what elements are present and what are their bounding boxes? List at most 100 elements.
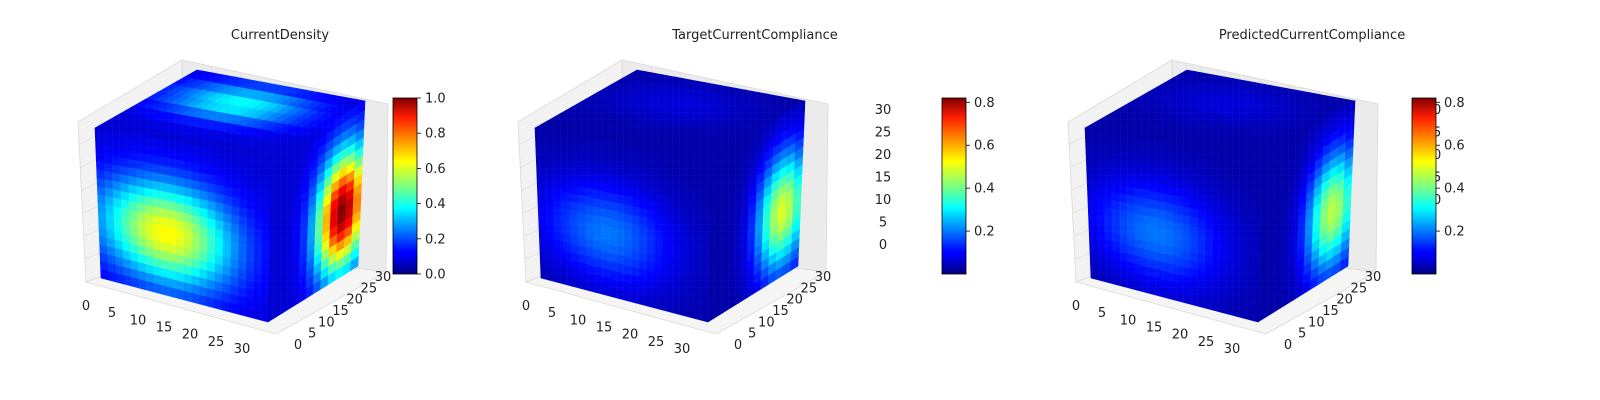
y-tick-label: 30: [815, 270, 832, 285]
y-tick-label: 5: [748, 327, 756, 342]
colorbar-tick-label: 0.8: [974, 96, 995, 111]
z-tick-label: 5: [879, 216, 887, 231]
y-tick-label: 10: [1308, 315, 1325, 330]
voxel-grid-overlay: [268, 101, 365, 322]
x-tick-label: 25: [208, 335, 225, 350]
y-tick-label: 15: [332, 304, 349, 319]
y-tick-label: 15: [772, 304, 789, 319]
colorbar-tick-label: 0.6: [1444, 139, 1465, 154]
voxel-grid-overlay: [1258, 101, 1355, 322]
colorbar-tick-label: 0.4: [1444, 182, 1465, 197]
x-tick-label: 10: [1120, 313, 1137, 328]
x-tick-label: 0: [522, 299, 530, 314]
panel-predicted-current-compliance: PredictedCurrentCompliance 0 5 10 15 20 25 30 …: [1067, 28, 1465, 357]
x-tick-label: 20: [182, 328, 199, 343]
x-tick-label: 5: [1098, 306, 1106, 321]
voxel-cube: [94, 69, 366, 323]
x-tick-label: 15: [156, 321, 173, 336]
colorbar-gradient: [392, 97, 418, 275]
x-axis-ticks: 0 5 10 15 20 25 30: [522, 299, 690, 357]
voxel-grid-overlay: [535, 70, 805, 160]
colorbar-tick-label: 0.8: [1444, 96, 1465, 111]
cube-side-face: [267, 100, 366, 323]
panel-target-current-compliance: TargetCurrentCompliance 0 5 10 15 20 25 30 051…: [517, 28, 995, 357]
z-tick-label: 20: [875, 148, 892, 163]
voxel-grid-overlay: [708, 101, 805, 322]
colorbar-tick-label: 0.4: [425, 197, 446, 212]
x-tick-label: 0: [1072, 299, 1080, 314]
x-tick-label: 25: [648, 335, 665, 350]
y-tick-label: 10: [758, 315, 775, 330]
cube-front-face: [1084, 127, 1264, 323]
panel-title: CurrentDensity: [231, 28, 330, 43]
voxel-cube: [534, 69, 806, 323]
y-tick-label: 30: [375, 270, 392, 285]
y-tick-label: 0: [734, 338, 742, 353]
x-tick-label: 10: [130, 313, 147, 328]
colorbar-gradient: [1411, 97, 1437, 275]
y-tick-label: 0: [1284, 338, 1292, 353]
cube-side-face: [707, 100, 806, 323]
colorbar-tick-label: 0.2: [974, 225, 995, 240]
x-tick-label: 20: [1172, 328, 1189, 343]
x-tick-label: 15: [1146, 321, 1163, 336]
z-tick-label: 30: [875, 103, 892, 118]
x-tick-label: 5: [108, 306, 116, 321]
x-tick-label: 30: [1224, 342, 1241, 357]
colorbar-tick-label: 1.0: [425, 92, 446, 107]
x-axis-ticks: 0 5 10 15 20 25 30: [1072, 299, 1240, 357]
x-tick-label: 20: [622, 328, 639, 343]
voxel-grid-overlay: [95, 70, 365, 160]
y-tick-label: 30: [1365, 270, 1382, 285]
y-tick-label: 0: [294, 338, 302, 353]
cube-top-face: [1084, 69, 1356, 161]
y-tick-label: 25: [801, 281, 818, 296]
colorbar-tick-label: 0.0: [425, 268, 446, 283]
panel-current-density: CurrentDensity 0 5 10 15 20 25 30 051015202530…: [77, 28, 446, 357]
cube-top-face: [94, 69, 366, 161]
cube-front-face: [94, 127, 274, 323]
z-tick-label: 15: [875, 171, 892, 186]
colorbar: 0.2 0.4 0.6 0.8: [1411, 96, 1465, 275]
y-tick-label: 20: [786, 293, 803, 308]
colorbar: 0.0 0.2 0.4 0.6 0.8 1.0: [392, 92, 446, 283]
y-tick-label: 5: [1298, 327, 1306, 342]
voxel-cube: [1084, 69, 1356, 323]
z-tick-label: 10: [875, 193, 892, 208]
colorbar-tick-label: 0.4: [974, 182, 995, 197]
x-tick-label: 30: [674, 342, 691, 357]
cube-front-face: [534, 127, 714, 323]
panel-title: PredictedCurrentCompliance: [1219, 28, 1405, 43]
cube-side-face: [1257, 100, 1356, 323]
colorbar-tick-label: 0.8: [425, 127, 446, 142]
y-tick-label: 25: [1351, 281, 1368, 296]
y-tick-label: 15: [1322, 304, 1339, 319]
voxel-grid-overlay: [1085, 70, 1355, 160]
colorbar-tick-label: 0.6: [425, 162, 446, 177]
voxel-grid-overlay: [1085, 128, 1263, 322]
x-axis-ticks: 0 5 10 15 20 25 30: [82, 299, 250, 357]
voxel-grid-overlay: [95, 128, 273, 322]
x-tick-label: 15: [596, 321, 613, 336]
panel-title: TargetCurrentCompliance: [671, 28, 838, 43]
cube-top-face: [534, 69, 806, 161]
x-tick-label: 5: [548, 306, 556, 321]
z-axis-ticks: 0 5 10 15 20 25 30: [875, 103, 892, 253]
colorbar-tick-label: 0.2: [1444, 225, 1465, 240]
voxel-grid-overlay: [535, 128, 713, 322]
y-tick-label: 5: [308, 327, 316, 342]
z-tick-label: 25: [875, 126, 892, 141]
x-tick-label: 0: [82, 299, 90, 314]
z-tick-label: 0: [879, 238, 887, 253]
y-tick-label: 20: [346, 293, 363, 308]
colorbar: 0.2 0.4 0.6 0.8: [941, 96, 995, 275]
y-tick-label: 10: [318, 315, 335, 330]
y-tick-label: 25: [361, 281, 378, 296]
colorbar-gradient: [941, 97, 967, 275]
colorbar-tick-label: 0.2: [425, 232, 446, 247]
x-tick-label: 10: [570, 313, 587, 328]
